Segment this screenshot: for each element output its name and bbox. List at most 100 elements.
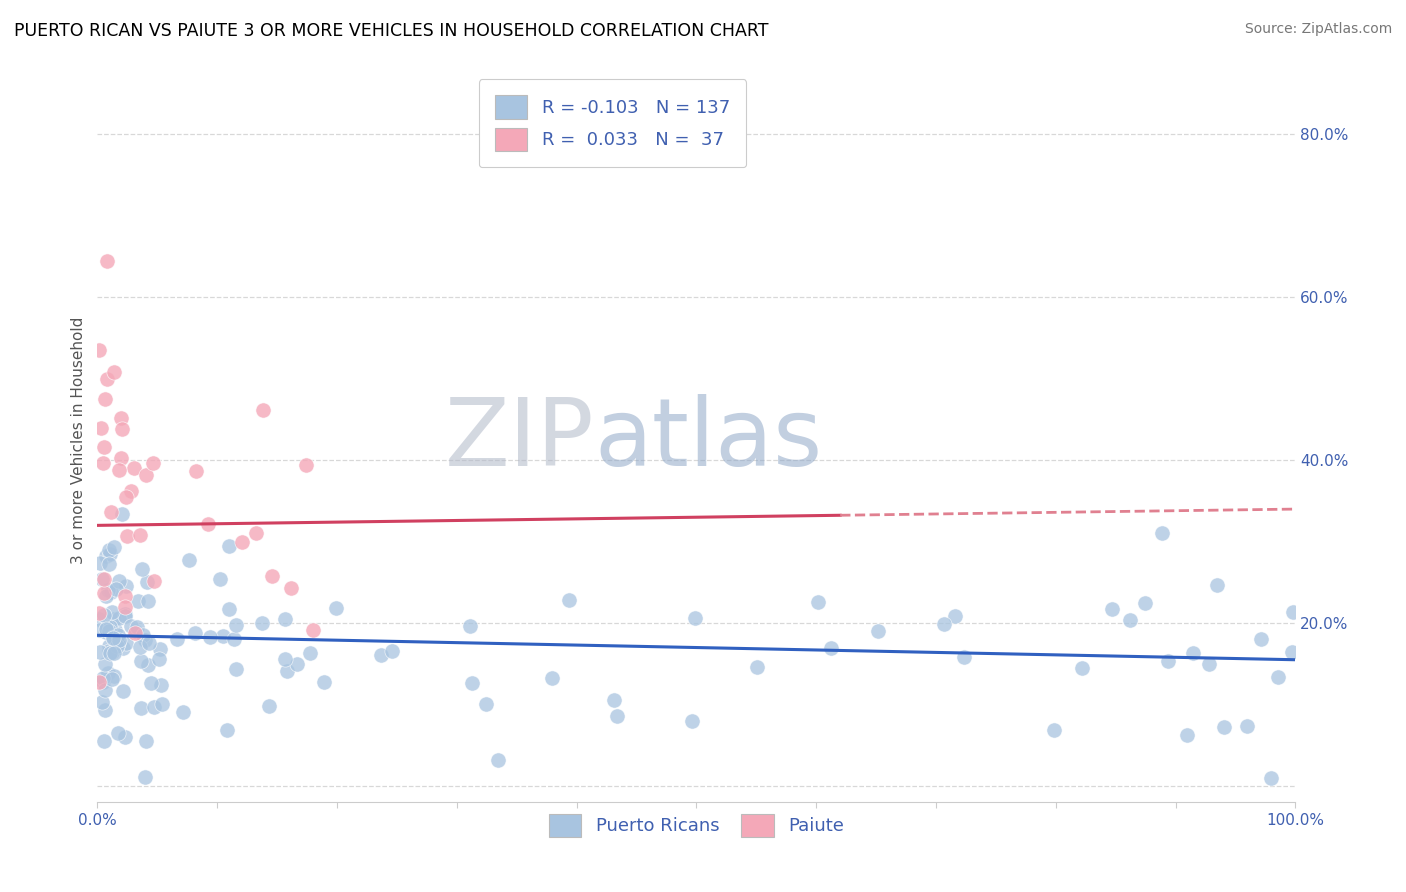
Point (98, 639, 121, 653)
Point (370, 648, 392, 662)
Point (1198, 657, 1220, 671)
Point (285, 657, 308, 671)
Point (87, 612, 110, 626)
Point (104, 623, 127, 637)
Point (122, 461, 145, 475)
Point (245, 525, 267, 540)
Point (101, 630, 124, 644)
Point (108, 574, 131, 588)
Point (100, 505, 122, 519)
Point (225, 662, 247, 676)
Point (461, 676, 484, 690)
Point (114, 636, 136, 650)
Point (103, 540, 125, 554)
Point (89, 624, 111, 638)
Point (129, 654, 152, 668)
Point (98, 646, 121, 660)
Point (112, 641, 135, 656)
Point (302, 624, 325, 638)
Point (87, 343, 110, 358)
Point (1236, 719, 1258, 733)
Point (138, 636, 160, 650)
Point (148, 651, 170, 665)
Point (98, 547, 121, 561)
Point (89, 557, 111, 571)
Point (1267, 669, 1289, 683)
Point (274, 651, 297, 665)
Point (115, 490, 138, 504)
Text: Source: ZipAtlas.com: Source: ZipAtlas.com (1244, 22, 1392, 37)
Point (103, 612, 125, 626)
Point (129, 701, 152, 715)
Point (94, 549, 117, 563)
Point (932, 616, 955, 631)
Point (605, 709, 627, 723)
Point (100, 585, 122, 599)
Point (1150, 525, 1173, 540)
Point (131, 628, 153, 642)
Point (541, 671, 564, 685)
Point (124, 625, 146, 640)
Point (953, 650, 976, 665)
Point (93, 733, 115, 747)
Point (114, 609, 136, 624)
Point (231, 535, 253, 549)
Point (295, 458, 318, 472)
Point (150, 678, 173, 692)
Point (107, 636, 129, 650)
Point (276, 664, 298, 678)
Point (98, 645, 121, 659)
Point (94, 392, 117, 406)
Point (486, 753, 509, 767)
Point (97, 666, 120, 681)
Point (1119, 613, 1142, 627)
Point (90, 420, 112, 434)
Point (97, 582, 120, 597)
Y-axis label: 3 or more Vehicles in Household: 3 or more Vehicles in Household (72, 316, 86, 564)
Point (94, 657, 117, 671)
Point (96, 620, 118, 634)
Point (107, 726, 129, 740)
Point (93, 608, 115, 623)
Point (96, 253, 118, 268)
Point (381, 644, 404, 658)
Point (96, 622, 118, 636)
Point (1212, 720, 1234, 734)
Point (262, 569, 284, 583)
Point (108, 611, 131, 625)
Point (105, 639, 128, 653)
Point (114, 607, 136, 621)
Text: atlas: atlas (595, 394, 823, 486)
Point (1181, 647, 1204, 661)
Point (96, 625, 118, 640)
Point (134, 633, 156, 648)
Point (866, 624, 889, 638)
Point (1133, 596, 1156, 610)
Point (943, 609, 966, 624)
Point (125, 620, 148, 634)
Point (314, 674, 336, 689)
Point (103, 646, 125, 660)
Point (97, 557, 120, 571)
Point (177, 553, 200, 567)
Point (1175, 728, 1198, 742)
Point (280, 581, 302, 595)
Point (108, 462, 131, 476)
Point (91, 675, 114, 690)
Point (100, 672, 122, 686)
Point (252, 402, 274, 417)
Point (820, 640, 842, 655)
Point (105, 582, 128, 596)
Point (166, 632, 188, 647)
Point (142, 456, 165, 470)
Point (127, 594, 149, 608)
Point (103, 632, 125, 646)
Point (111, 422, 134, 436)
Point (197, 517, 219, 532)
Point (120, 483, 142, 498)
Point (93, 572, 115, 586)
Point (685, 611, 707, 625)
Point (90, 695, 112, 709)
Point (183, 626, 205, 640)
Point (124, 624, 146, 639)
